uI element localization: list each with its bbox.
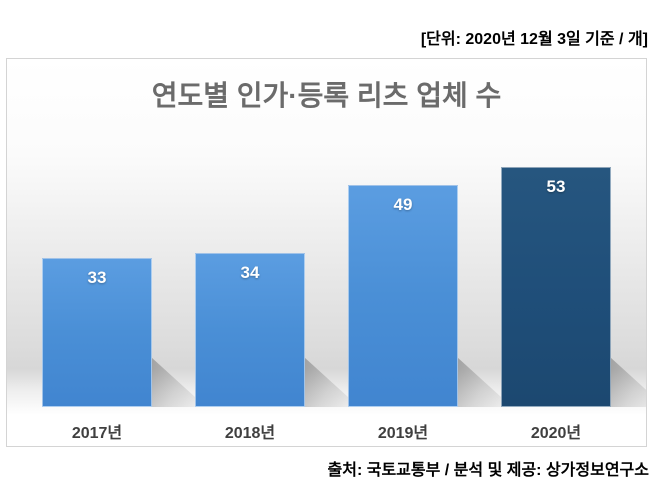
bar-value-label: 53 (546, 177, 566, 196)
bar-column-2019년: 49 2019년 (348, 185, 458, 446)
chart-title: 연도별 인가·등록 리츠 업체 수 (151, 80, 502, 111)
x-axis-label: 2018년 (224, 425, 276, 442)
bar-2019년: 49 (348, 185, 458, 407)
bar-column-2018년: 34 2018년 (195, 253, 305, 446)
x-axis-label: 2019년 (377, 425, 429, 442)
bar-value-label: 49 (393, 195, 413, 214)
chart-container: 연도별 인가·등록 리츠 업체 수 33 2017년 34 2018년 49 2019년 5… (6, 58, 647, 447)
bar-2020년: 53 (501, 167, 611, 407)
bar-column-2020년: 53 2020년 (501, 167, 611, 446)
bar-column-2017년: 33 2017년 (42, 258, 152, 446)
bar-value-label: 34 (240, 263, 260, 282)
source-note: 출처: 국토교통부 / 분석 및 제공: 상가정보연구소 (327, 462, 649, 479)
unit-note: [단위: 2020년 12월 3일 기준 / 개] (420, 31, 648, 48)
plot-area: 33 2017년 34 2018년 49 2019년 53 2020년 (7, 59, 646, 446)
bar-2017년: 33 (42, 258, 152, 407)
bar-2018년: 34 (195, 253, 305, 407)
bar-value-label: 33 (87, 268, 107, 287)
x-axis-label: 2020년 (530, 425, 582, 442)
x-axis-label: 2017년 (71, 425, 123, 442)
